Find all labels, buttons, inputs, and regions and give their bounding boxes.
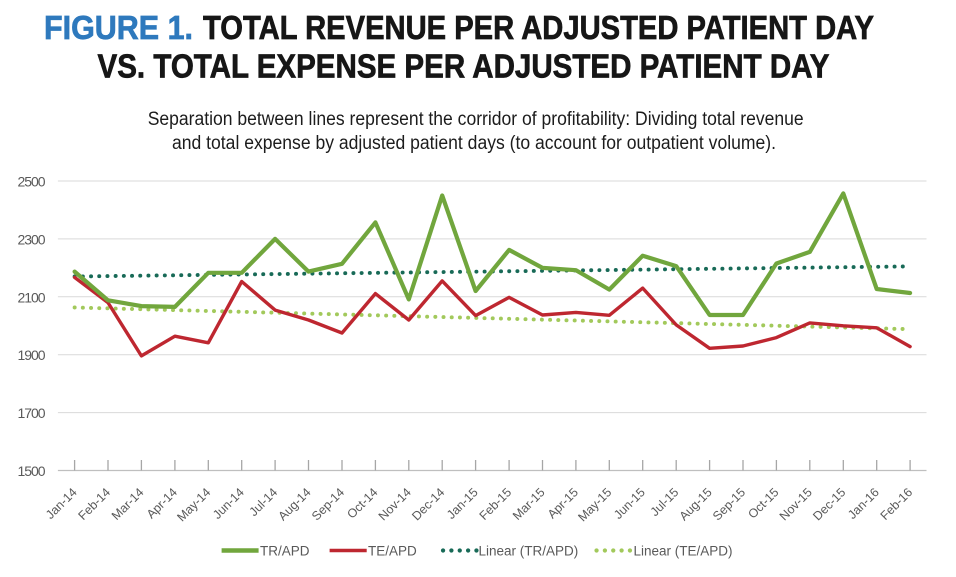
svg-text:Sep-14: Sep-14 [309, 485, 347, 523]
svg-text:Feb-16: Feb-16 [878, 485, 916, 523]
svg-text:2500: 2500 [18, 174, 46, 190]
svg-text:Nov-15: Nov-15 [777, 485, 815, 523]
svg-text:Aug-14: Aug-14 [275, 485, 313, 523]
svg-text:1700: 1700 [18, 405, 46, 421]
svg-text:Jun-14: Jun-14 [210, 485, 247, 522]
svg-text:1900: 1900 [18, 347, 46, 363]
svg-text:TE/APD: TE/APD [368, 543, 417, 558]
svg-text:VS. TOTAL EXPENSE PER ADJUSTED: VS. TOTAL EXPENSE PER ADJUSTED PATIENT D… [98, 48, 830, 85]
svg-text:Separation between lines repre: Separation between lines represent the c… [148, 109, 804, 130]
svg-text:2300: 2300 [18, 231, 46, 247]
svg-text:Feb-15: Feb-15 [477, 485, 515, 523]
svg-text:Dec-14: Dec-14 [409, 485, 447, 523]
svg-text:Linear (TE/APD): Linear (TE/APD) [634, 543, 733, 558]
svg-text:Oct-14: Oct-14 [344, 485, 380, 521]
svg-text:Mar-15: Mar-15 [510, 485, 548, 523]
svg-text:Jan-16: Jan-16 [845, 485, 882, 522]
svg-text:and total expense by adjusted: and total expense by adjusted patient da… [172, 133, 776, 154]
svg-text:Jan-14: Jan-14 [43, 485, 80, 522]
svg-text:Dec-15: Dec-15 [810, 485, 848, 523]
svg-text:Mar-14: Mar-14 [109, 485, 147, 523]
svg-text:TR/APD: TR/APD [260, 543, 310, 558]
svg-text:FIGURE 1.: FIGURE 1. [44, 9, 193, 46]
svg-text:Feb-14: Feb-14 [75, 485, 113, 523]
svg-text:Jan-15: Jan-15 [444, 485, 481, 522]
svg-text:TOTAL REVENUE PER ADJUSTED PAT: TOTAL REVENUE PER ADJUSTED PATIENT DAY [203, 9, 874, 46]
svg-text:May-14: May-14 [174, 485, 213, 524]
svg-text:Linear (TR/APD): Linear (TR/APD) [479, 543, 579, 558]
svg-text:May-15: May-15 [575, 485, 614, 524]
svg-text:Jun-15: Jun-15 [611, 485, 648, 522]
svg-text:Sep-15: Sep-15 [710, 485, 748, 523]
svg-text:1500: 1500 [18, 463, 46, 479]
svg-text:Aug-15: Aug-15 [677, 485, 715, 523]
svg-text:Oct-15: Oct-15 [745, 485, 781, 521]
svg-text:2100: 2100 [18, 289, 46, 305]
svg-text:Nov-14: Nov-14 [376, 485, 414, 523]
